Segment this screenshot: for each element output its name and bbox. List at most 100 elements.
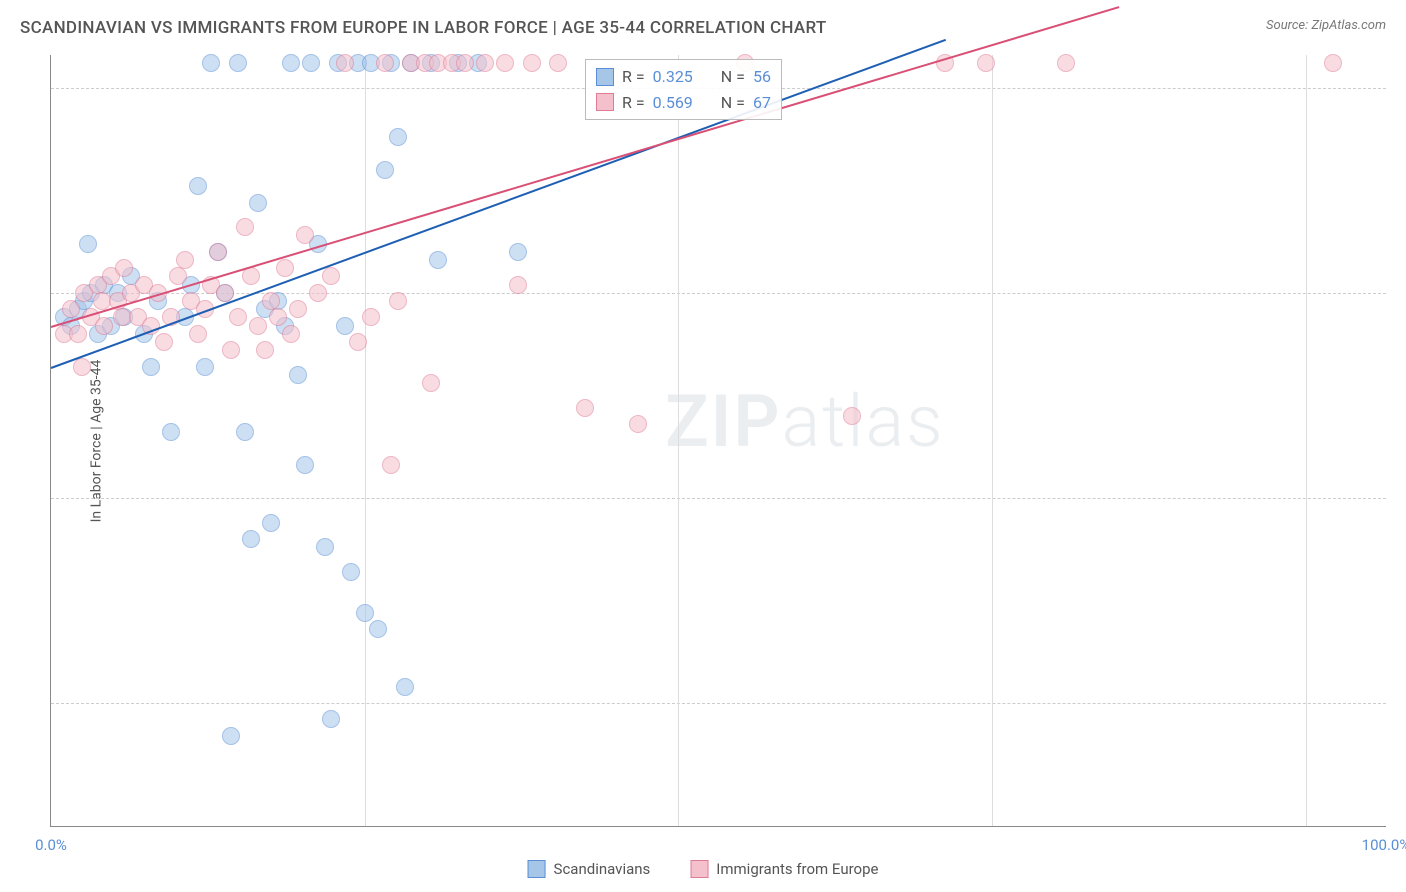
r-label: R = — [622, 64, 645, 90]
legend-swatch-icon — [596, 93, 614, 111]
data-point — [376, 54, 394, 72]
data-point — [73, 358, 91, 376]
data-point — [296, 456, 314, 474]
data-point — [456, 54, 474, 72]
data-point — [1324, 54, 1342, 72]
data-point — [95, 317, 113, 335]
data-point — [289, 366, 307, 384]
correlation-row: R = 0.325 N = 56 — [596, 64, 771, 90]
gridline-v — [365, 55, 366, 826]
data-point — [296, 226, 314, 244]
data-point — [496, 54, 514, 72]
data-point — [155, 333, 173, 351]
legend-label: Scandinavians — [554, 860, 651, 878]
data-point — [169, 267, 187, 285]
gridline-h — [51, 498, 1386, 499]
gridline-v — [1306, 55, 1307, 826]
data-point — [242, 267, 260, 285]
data-point — [209, 243, 227, 261]
data-point — [336, 54, 354, 72]
data-point — [316, 538, 334, 556]
data-point — [222, 341, 240, 359]
data-point — [977, 54, 995, 72]
data-point — [229, 54, 247, 72]
data-point — [202, 54, 220, 72]
data-point — [349, 333, 367, 351]
data-point — [189, 177, 207, 195]
data-point — [216, 284, 234, 302]
data-point — [382, 456, 400, 474]
correlation-row: R =0.569N =67 — [596, 90, 771, 116]
y-tick-label: 75.0% — [1396, 489, 1406, 507]
gridline-v — [678, 55, 679, 826]
data-point — [229, 308, 247, 326]
data-point — [196, 358, 214, 376]
data-point — [62, 300, 80, 318]
data-point — [269, 308, 287, 326]
data-point — [79, 235, 97, 253]
data-point — [309, 284, 327, 302]
data-point — [629, 415, 647, 433]
legend-item-series1: Scandinavians — [528, 860, 651, 878]
scatter-chart: In Labor Force | Age 35-44 ZIPatlas 62.5… — [50, 55, 1386, 827]
data-point — [389, 128, 407, 146]
data-point — [322, 710, 340, 728]
data-point — [236, 218, 254, 236]
data-point — [242, 530, 260, 548]
source-prefix: Source: — [1266, 18, 1311, 33]
data-point — [276, 259, 294, 277]
gridline-v — [992, 55, 993, 826]
data-point — [256, 341, 274, 359]
data-point — [282, 54, 300, 72]
data-point — [162, 423, 180, 441]
watermark: ZIPatlas — [665, 379, 945, 464]
data-point — [262, 514, 280, 532]
data-point — [176, 251, 194, 269]
data-point — [362, 308, 380, 326]
data-point — [549, 54, 567, 72]
data-point — [249, 194, 267, 212]
data-point — [389, 292, 407, 310]
data-point — [262, 292, 280, 310]
data-point — [509, 243, 527, 261]
legend-swatch-icon — [596, 68, 614, 86]
data-point — [69, 325, 87, 343]
data-point — [509, 276, 527, 294]
legend-label: Immigrants from Europe — [716, 860, 878, 878]
n-label: N = — [721, 64, 745, 90]
data-point — [289, 300, 307, 318]
source-link[interactable]: ZipAtlas.com — [1311, 18, 1386, 33]
data-point — [576, 399, 594, 417]
n-value: 67 — [753, 90, 771, 116]
data-point — [523, 54, 541, 72]
n-label: N = — [721, 90, 745, 116]
gridline-h — [51, 703, 1386, 704]
x-tick-label: 100.0% — [1362, 836, 1406, 854]
correlation-legend: R =0.325N =56R =0.569N =67 — [585, 59, 782, 120]
data-point — [336, 317, 354, 335]
chart-title: SCANDINAVIAN VS IMMIGRANTS FROM EUROPE I… — [20, 18, 827, 38]
data-point — [189, 325, 207, 343]
n-value: 56 — [753, 64, 771, 90]
legend-item-series2: Immigrants from Europe — [690, 860, 878, 878]
watermark-bold: ZIP — [665, 379, 781, 464]
chart-header: SCANDINAVIAN VS IMMIGRANTS FROM EUROPE I… — [0, 0, 1406, 48]
y-tick-label: 62.5% — [1396, 694, 1406, 712]
data-point — [396, 678, 414, 696]
legend-swatch-icon — [690, 860, 708, 878]
data-point — [322, 267, 340, 285]
data-point — [222, 727, 240, 745]
data-point — [302, 54, 320, 72]
r-value: 0.325 — [653, 64, 693, 90]
data-point — [843, 407, 861, 425]
x-tick-label: 0.0% — [35, 836, 67, 854]
data-point — [342, 563, 360, 581]
data-point — [422, 374, 440, 392]
data-point — [282, 325, 300, 343]
data-point — [356, 604, 374, 622]
data-point — [249, 317, 267, 335]
y-tick-label: 100.0% — [1396, 79, 1406, 97]
data-point — [142, 358, 160, 376]
legend-bottom: Scandinavians Immigrants from Europe — [528, 860, 879, 878]
data-point — [115, 259, 133, 277]
